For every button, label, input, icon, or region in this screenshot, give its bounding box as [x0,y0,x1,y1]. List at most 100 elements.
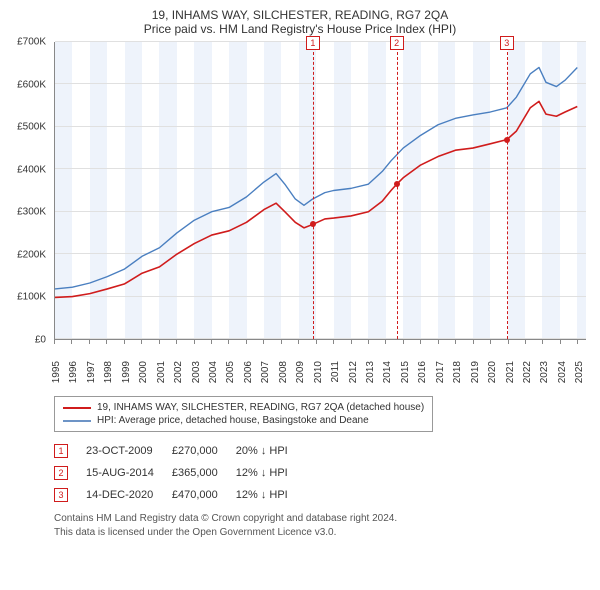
x-tick [403,340,404,344]
x-tick [263,340,264,344]
x-tick-label: 1998 [103,361,114,383]
x-tick [298,340,299,344]
x-tick-label: 2022 [522,361,533,383]
title-line-2: Price paid vs. HM Land Registry's House … [10,22,590,36]
legend-row: HPI: Average price, detached house, Basi… [63,414,424,427]
x-tick-label: 2018 [452,361,463,383]
x-tick-label: 2010 [313,361,324,383]
footer-line-1: Contains HM Land Registry data © Crown c… [54,512,590,526]
x-tick-label: 2019 [470,361,481,383]
event-price: £365,000 [172,462,236,484]
x-tick [89,340,90,344]
x-tick [211,340,212,344]
x-tick-label: 2020 [487,361,498,383]
y-tick-label: £100K [17,292,46,303]
x-tick [246,340,247,344]
event-price: £270,000 [172,440,236,462]
x-tick [508,340,509,344]
x-tick [281,340,282,344]
x-tick [141,340,142,344]
event-marker: 2 [54,466,68,480]
x-tick [228,340,229,344]
sale-point [310,221,316,227]
legend-row: 19, INHAMS WAY, SILCHESTER, READING, RG7… [63,401,424,414]
x-tick [124,340,125,344]
event-delta: 20% ↓ HPI [236,440,306,462]
y-tick-label: £500K [17,122,46,133]
reference-marker: 2 [390,36,404,50]
legend-label: 19, INHAMS WAY, SILCHESTER, READING, RG7… [97,402,424,413]
x-tick [385,340,386,344]
legend-swatch [63,420,91,422]
x-tick-label: 2005 [225,361,236,383]
x-tick-label: 1996 [68,361,79,383]
x-tick-label: 2013 [365,361,376,383]
event-price: £470,000 [172,484,236,506]
event-list: 1 23-OCT-2009£270,00020% ↓ HPI 2 15-AUG-201… [54,440,590,506]
event-marker: 3 [54,488,68,502]
x-tick-label: 2003 [191,361,202,383]
event-delta: 12% ↓ HPI [236,484,306,506]
x-tick [159,340,160,344]
footer-line-2: This data is licensed under the Open Gov… [54,526,590,540]
chart-title: 19, INHAMS WAY, SILCHESTER, READING, RG7… [10,8,590,36]
x-tick [438,340,439,344]
legend: 19, INHAMS WAY, SILCHESTER, READING, RG7… [54,396,433,432]
reference-line [507,42,508,339]
x-tick [194,340,195,344]
footer: Contains HM Land Registry data © Crown c… [54,512,590,539]
x-tick-label: 2012 [348,361,359,383]
event-date: 14-DEC-2020 [86,484,172,506]
event-date: 15-AUG-2014 [86,462,172,484]
y-tick-label: £600K [17,79,46,90]
x-tick-label: 2017 [435,361,446,383]
x-tick-label: 1999 [121,361,132,383]
event-marker: 1 [54,444,68,458]
x-tick-label: 2008 [278,361,289,383]
event-row: 3 14-DEC-2020£470,00012% ↓ HPI [54,484,306,506]
legend-swatch [63,407,91,409]
x-tick [71,340,72,344]
x-tick [54,340,55,344]
x-tick-label: 2024 [557,361,568,383]
series-line [55,101,577,297]
x-tick-label: 2021 [505,361,516,383]
x-tick [490,340,491,344]
event-delta: 12% ↓ HPI [236,462,306,484]
y-tick-label: £700K [17,37,46,48]
event-date: 23-OCT-2009 [86,440,172,462]
x-tick-label: 2011 [330,361,341,383]
plot-area: 123 [54,42,586,340]
x-tick [351,340,352,344]
reference-line [313,42,314,339]
x-tick-label: 2016 [417,361,428,383]
x-tick [176,340,177,344]
x-tick [333,340,334,344]
y-tick-label: £200K [17,249,46,260]
x-tick [106,340,107,344]
x-tick [525,340,526,344]
x-tick-label: 2001 [156,361,167,383]
x-tick [577,340,578,344]
reference-marker: 3 [500,36,514,50]
y-tick-label: £300K [17,207,46,218]
chart-area: £0£100K£200K£300K£400K£500K£600K£700K 12… [10,42,590,372]
x-tick-label: 2004 [208,361,219,383]
x-tick [455,340,456,344]
x-tick [420,340,421,344]
x-tick-label: 2006 [243,361,254,383]
x-tick-label: 2015 [400,361,411,383]
x-tick-label: 2009 [295,361,306,383]
y-tick-label: £0 [35,335,46,346]
x-tick [542,340,543,344]
y-axis: £0£100K£200K£300K£400K£500K£600K£700K [10,42,50,340]
x-tick-label: 1997 [86,361,97,383]
x-tick [316,340,317,344]
x-tick-label: 2025 [574,361,585,383]
x-tick [473,340,474,344]
sale-point [394,181,400,187]
x-axis: 1995199619971998199920002001200220032004… [54,340,586,372]
legend-label: HPI: Average price, detached house, Basi… [97,415,369,426]
x-tick-label: 1995 [51,361,62,383]
x-tick-label: 2023 [539,361,550,383]
